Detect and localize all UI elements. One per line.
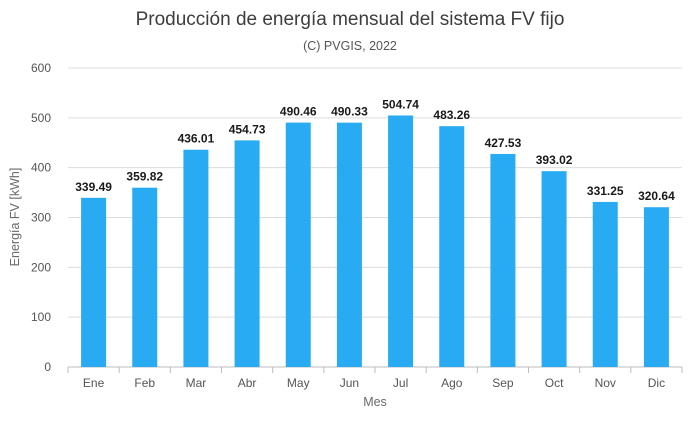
y-tick-labels: 0 100 200 300 400 500 600 xyxy=(31,61,51,374)
data-label: 331.25 xyxy=(587,184,624,198)
data-label: 359.82 xyxy=(126,170,163,184)
y-tick-label: 600 xyxy=(31,61,51,75)
y-tick-label: 100 xyxy=(31,310,51,324)
data-label: 427.53 xyxy=(485,136,522,150)
x-axis-label: Mes xyxy=(363,395,387,409)
x-tick-label: Jul xyxy=(393,376,408,390)
y-tick-label: 500 xyxy=(31,111,51,125)
chart-subtitle: (C) PVGIS, 2022 xyxy=(303,39,397,53)
bar xyxy=(234,140,260,367)
x-tick-label: Sep xyxy=(492,376,514,390)
bar xyxy=(285,122,311,367)
x-tick-label: Abr xyxy=(238,376,257,390)
bar xyxy=(132,187,158,367)
bar xyxy=(643,207,669,367)
x-tick-label: Mar xyxy=(186,376,207,390)
bar xyxy=(541,171,567,367)
bar xyxy=(81,197,107,367)
data-label: 504.74 xyxy=(382,97,419,111)
gridlines xyxy=(67,67,683,373)
bars xyxy=(81,115,669,368)
bar xyxy=(183,149,209,367)
bar xyxy=(490,153,516,367)
y-tick-label: 400 xyxy=(31,161,51,175)
y-tick-label: 300 xyxy=(31,211,51,225)
data-label: 320.64 xyxy=(638,189,675,203)
x-tick-label: Ene xyxy=(83,376,105,390)
x-tick-label: Oct xyxy=(545,376,564,390)
bar xyxy=(592,201,618,367)
data-label: 490.46 xyxy=(280,105,317,119)
data-labels: 339.49 359.82 436.01 454.73 490.46 490.33 504.… xyxy=(75,97,675,203)
chart-title: Producción de energía mensual del sistem… xyxy=(135,9,565,30)
data-label: 436.01 xyxy=(178,132,215,146)
x-tick-label: May xyxy=(287,376,310,390)
data-label: 454.73 xyxy=(229,122,266,136)
bar xyxy=(388,115,414,368)
bar xyxy=(336,122,362,367)
x-tick-label: Dic xyxy=(648,376,665,390)
x-tick-label: Feb xyxy=(134,376,155,390)
y-tick-label: 0 xyxy=(44,360,51,374)
data-label: 483.26 xyxy=(433,108,470,122)
bar xyxy=(439,126,465,367)
x-tick-label: Jun xyxy=(340,376,359,390)
data-label: 393.02 xyxy=(536,153,573,167)
x-tick-label: Ago xyxy=(441,376,463,390)
data-label: 490.33 xyxy=(331,105,368,119)
y-axis-label: Energía FV [kWh] xyxy=(8,168,22,267)
y-tick-label: 200 xyxy=(31,260,51,274)
data-label: 339.49 xyxy=(75,180,112,194)
x-tick-labels: Ene Feb Mar Abr May Jun Jul Ago Sep Oct Nov Dic xyxy=(83,376,665,390)
x-tick-label: Nov xyxy=(595,376,616,390)
